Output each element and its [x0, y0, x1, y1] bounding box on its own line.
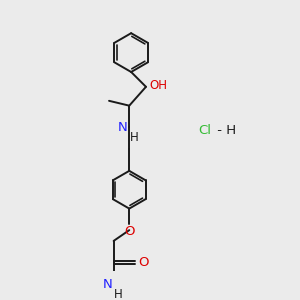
Text: O: O — [124, 225, 134, 238]
Text: Cl: Cl — [199, 124, 212, 137]
Text: O: O — [138, 256, 148, 269]
Text: N: N — [118, 121, 128, 134]
Text: H: H — [130, 131, 139, 144]
Text: H: H — [114, 288, 123, 300]
Text: - H: - H — [213, 124, 236, 137]
Text: N: N — [102, 278, 112, 290]
Text: OH: OH — [149, 79, 167, 92]
